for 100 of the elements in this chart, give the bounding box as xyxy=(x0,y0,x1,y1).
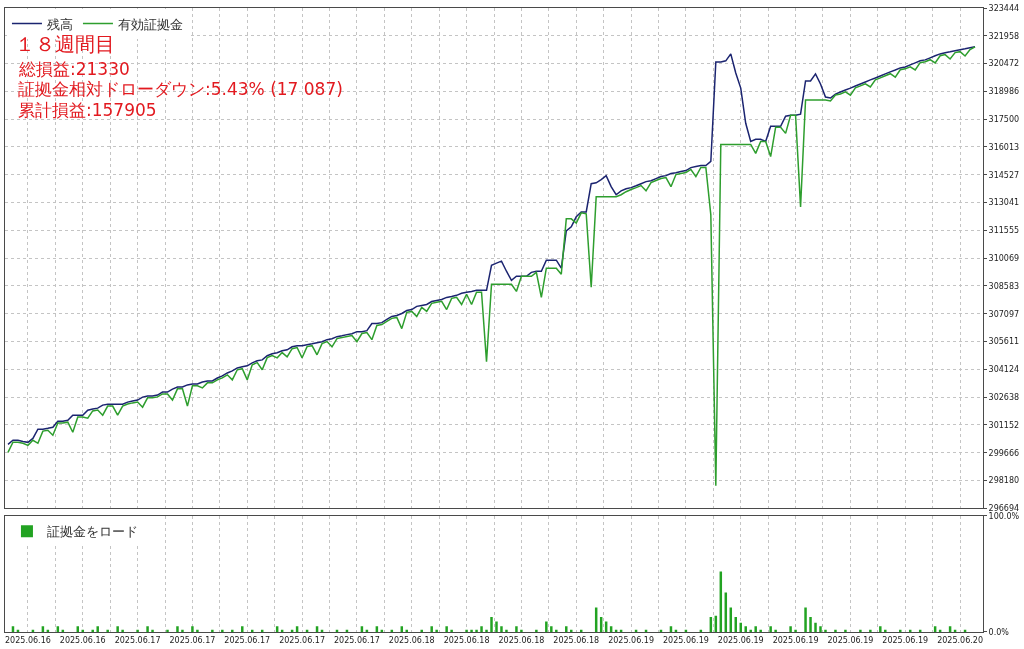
x-tick-label: 2025.06.19 xyxy=(827,635,874,645)
y-tick-label: 299666 xyxy=(988,448,1020,458)
x-tick-label: 2025.06.17 xyxy=(224,635,271,645)
bar xyxy=(550,626,553,632)
annotation: 証拠金相対ドローダウン:5.43% (17 087) xyxy=(18,79,343,99)
bar xyxy=(191,626,194,632)
y-tick-label: 314527 xyxy=(988,170,1020,180)
x-tick-label: 2025.06.19 xyxy=(608,635,654,645)
y-tick-label: 321958 xyxy=(988,31,1020,41)
bar xyxy=(241,626,244,632)
bar xyxy=(899,629,902,632)
y-tick-label: 100.0% xyxy=(988,511,1020,521)
bar xyxy=(804,607,807,632)
annotation: 累計損益:157905 xyxy=(18,100,157,120)
bar xyxy=(430,626,433,632)
bar xyxy=(744,626,747,632)
bar xyxy=(515,626,518,632)
x-tick-label: 2025.06.18 xyxy=(498,635,545,645)
y-tick-label: 311555 xyxy=(988,226,1020,236)
y-tick-label: 302638 xyxy=(988,392,1020,402)
legend-label: 残高 xyxy=(46,16,73,32)
bar xyxy=(106,629,109,632)
bar xyxy=(470,629,473,632)
bar xyxy=(196,629,199,632)
x-tick-label: 2025.06.19 xyxy=(772,635,819,645)
bar xyxy=(819,626,822,632)
bar xyxy=(869,629,872,632)
legend-label: 証拠金をロード xyxy=(46,524,138,540)
bar xyxy=(500,626,503,632)
bar xyxy=(445,626,448,632)
legend-label: 有効証拠金 xyxy=(117,16,183,32)
bar xyxy=(166,629,169,632)
bar xyxy=(749,629,752,632)
bar xyxy=(824,629,827,632)
x-tick-label: 2025.06.18 xyxy=(553,635,600,645)
bar xyxy=(495,621,498,632)
x-tick-label: 2025.06.18 xyxy=(388,635,435,645)
y-tick-label: 313041 xyxy=(988,198,1020,208)
bar xyxy=(884,629,887,632)
bar xyxy=(465,629,468,632)
bar xyxy=(96,626,99,632)
x-tick-label: 2025.06.16 xyxy=(59,635,106,645)
y-tick-label: 320472 xyxy=(988,59,1020,69)
annotation: 総損益:21330 xyxy=(18,59,130,79)
bar xyxy=(176,626,179,632)
x-tick-label: 2025.06.17 xyxy=(114,635,161,645)
bar xyxy=(834,629,837,632)
bar xyxy=(221,629,224,632)
bar xyxy=(231,629,234,632)
x-tick-label: 2025.06.17 xyxy=(169,635,216,645)
y-tick-label: 298180 xyxy=(988,476,1020,486)
bar xyxy=(859,629,862,632)
y-tick-label: 317500 xyxy=(988,114,1020,124)
x-tick-label: 2025.06.19 xyxy=(717,635,764,645)
bar xyxy=(545,621,548,632)
bar xyxy=(844,629,847,632)
bar xyxy=(809,616,812,632)
y-tick-label: 316013 xyxy=(988,142,1020,152)
bar xyxy=(136,629,139,632)
y-tick-label: 323444 xyxy=(988,3,1020,13)
y-tick-label: 301152 xyxy=(988,420,1020,430)
y-tick-label: 318986 xyxy=(988,87,1020,97)
bar xyxy=(759,629,762,632)
x-tick-label: 2025.06.17 xyxy=(334,635,380,645)
bar xyxy=(475,629,478,632)
bar xyxy=(535,629,538,632)
x-tick-label: 2025.06.20 xyxy=(937,635,983,645)
bar xyxy=(505,629,508,632)
y-tick-label: 307097 xyxy=(988,309,1020,319)
bar xyxy=(565,626,568,632)
x-tick-label: 2025.06.19 xyxy=(663,635,709,645)
x-tick-label: 2025.06.19 xyxy=(882,635,929,645)
y-tick-label: 296694 xyxy=(988,504,1020,514)
bar xyxy=(151,629,154,632)
bar xyxy=(211,629,214,632)
x-tick-label: 2025.06.18 xyxy=(443,635,490,645)
x-tick-label: 2025.06.16 xyxy=(5,635,51,645)
x-tick-label: 2025.06.17 xyxy=(279,635,325,645)
bar xyxy=(520,629,523,632)
y-tick-label: 304124 xyxy=(988,365,1020,375)
y-tick-label: 305611 xyxy=(988,337,1020,347)
bar xyxy=(450,629,453,632)
bar xyxy=(181,629,184,632)
bar xyxy=(121,629,124,632)
bar xyxy=(146,626,149,632)
y-tick-label: 310069 xyxy=(988,253,1020,263)
y-tick-label: 308583 xyxy=(988,281,1020,291)
bar xyxy=(814,622,817,632)
bar xyxy=(485,629,488,632)
bar xyxy=(420,629,423,632)
bar xyxy=(490,616,493,632)
bar xyxy=(91,629,94,632)
bar xyxy=(879,626,882,632)
bar xyxy=(555,629,558,632)
bar xyxy=(774,629,777,632)
bar xyxy=(435,629,438,632)
bar xyxy=(116,626,119,632)
text: １８週間目 xyxy=(15,32,115,56)
bar xyxy=(794,629,797,632)
bar xyxy=(789,626,792,632)
